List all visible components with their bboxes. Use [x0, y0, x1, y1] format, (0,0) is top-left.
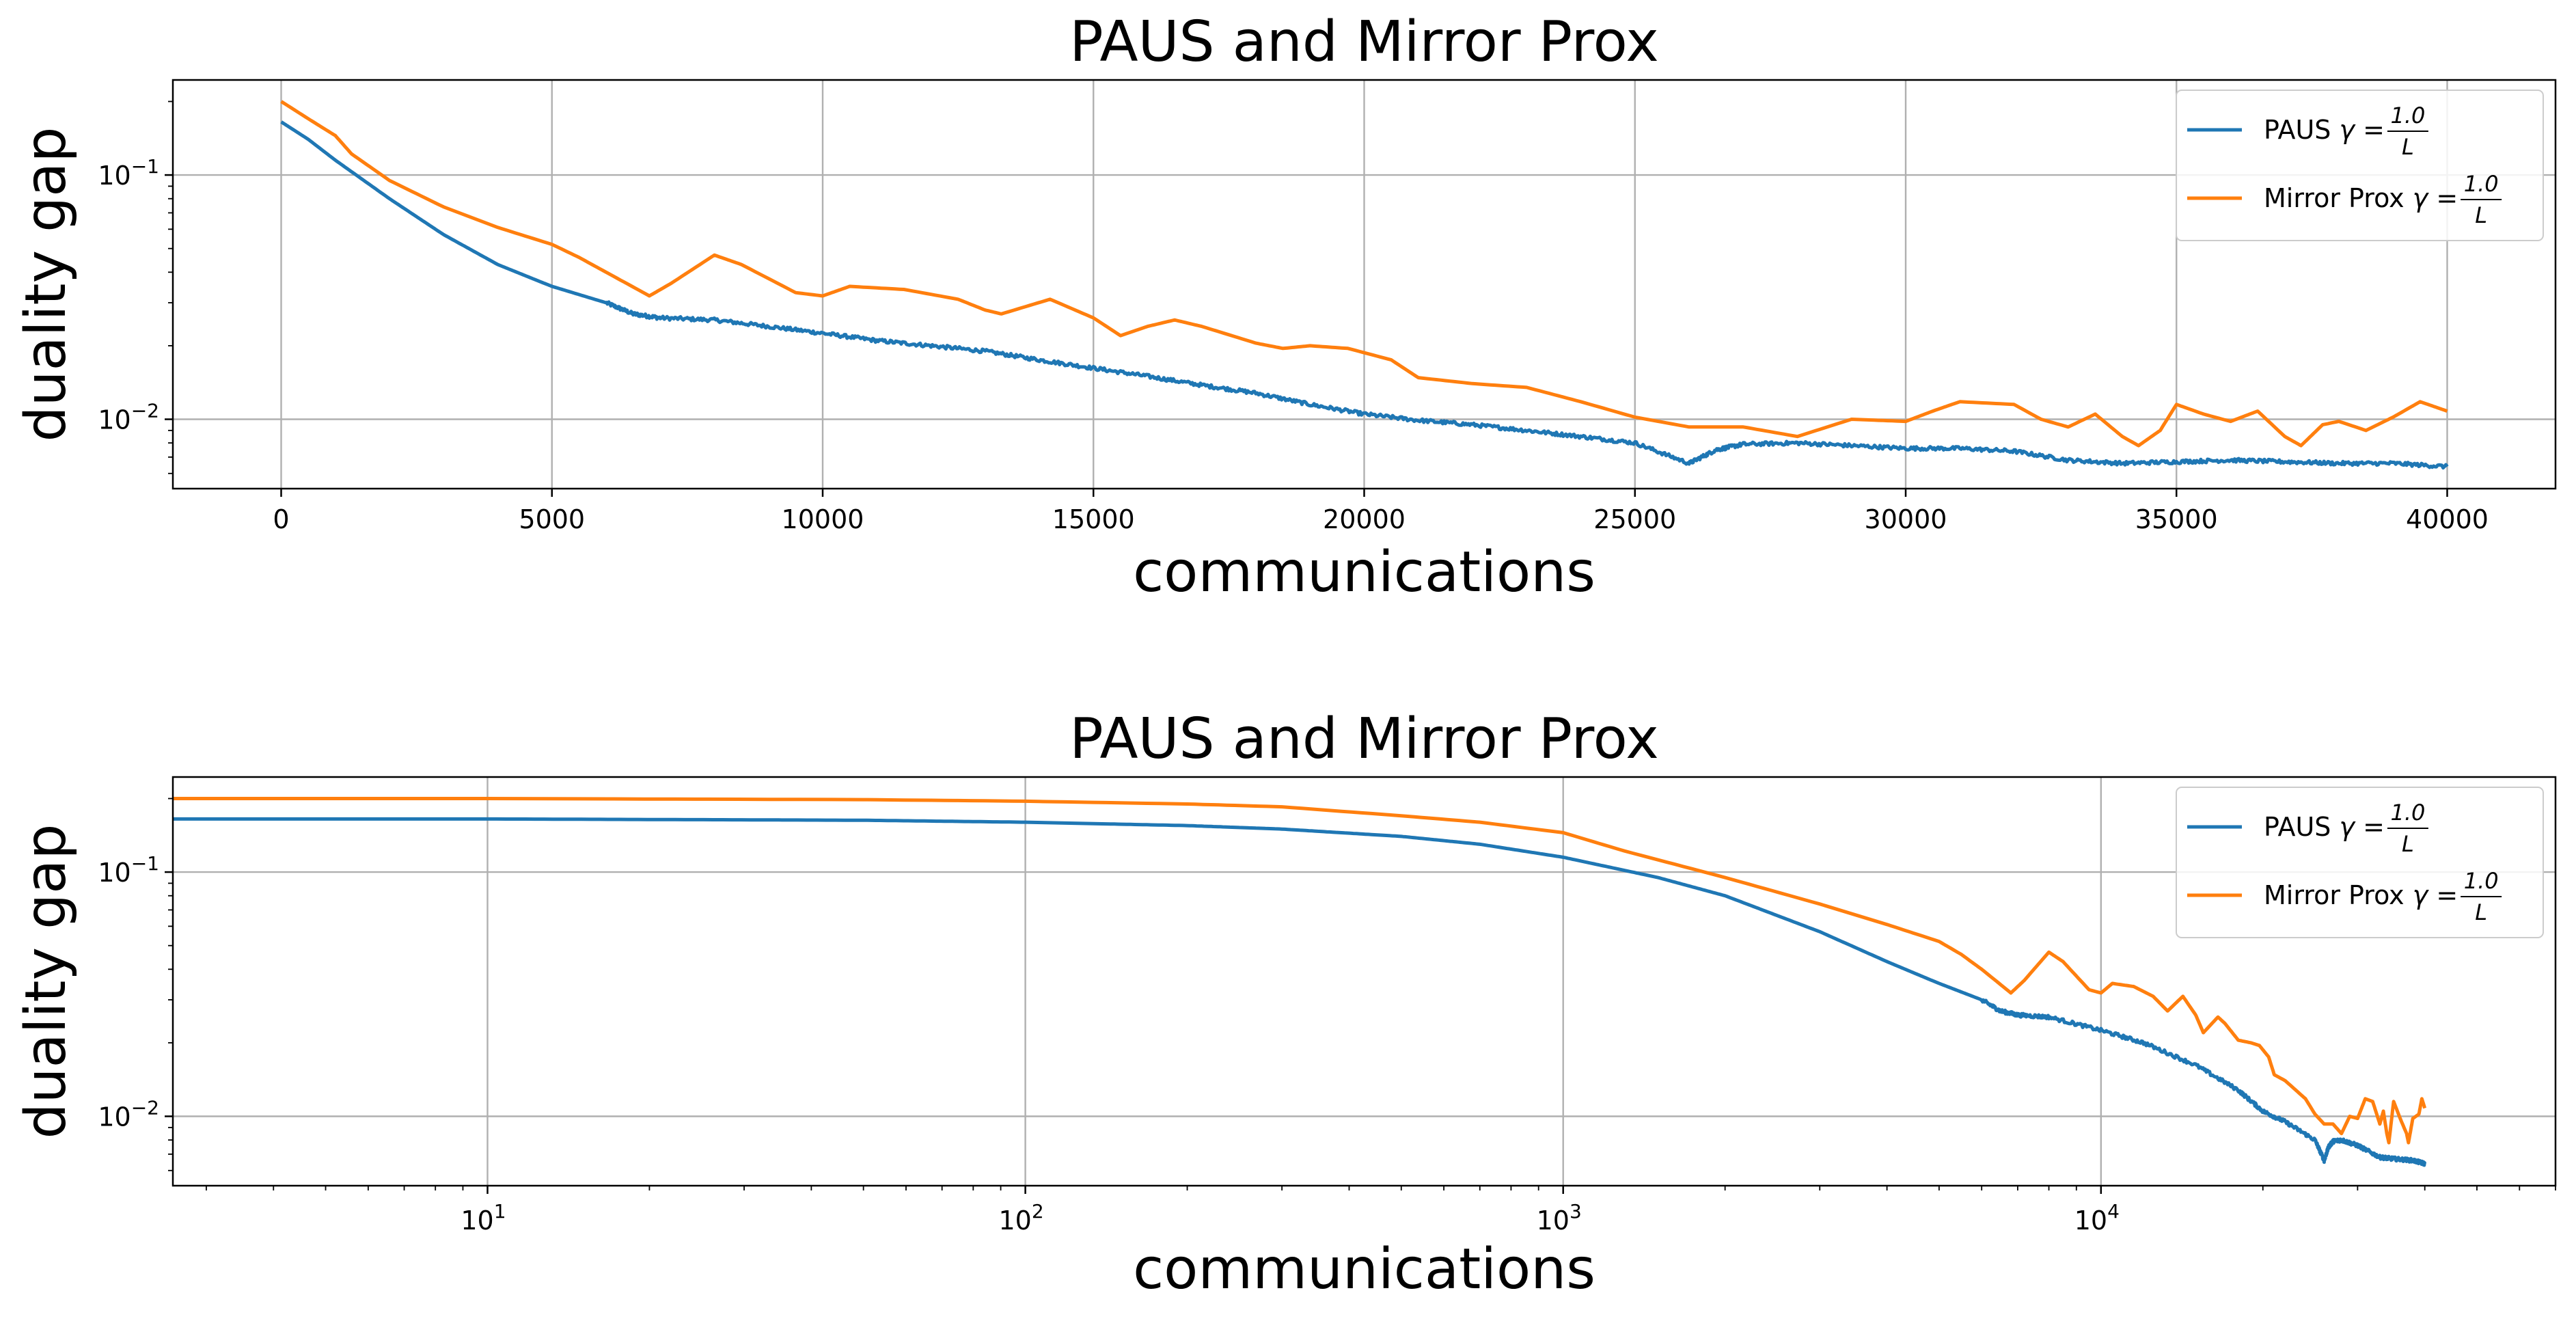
legend-eq: = — [2428, 880, 2458, 910]
legend-frac-num-0: 1.0 — [2390, 103, 2425, 128]
x-tick-label-1: 102 — [998, 1200, 1043, 1236]
x-tick-label-0-exp: 1 — [494, 1200, 506, 1223]
y-tick-label-1: 10−2 — [98, 1096, 159, 1132]
x-ticks: 0 5000 10000 15000 20000 25000 30000 35000 40000 — [273, 489, 2489, 534]
legend-prefix: Mirror Prox — [2264, 183, 2413, 213]
y-tick-label-0: 10−1 — [98, 852, 159, 888]
x-tick-label-4: 20000 — [1323, 504, 1406, 534]
x-ticks: 101 102 103 104 — [206, 1186, 2556, 1236]
grid — [173, 80, 2556, 489]
x-tick-label-0: 101 — [461, 1200, 506, 1236]
legend: PAUS γ = 1.0 L Mirror Prox γ = 1.0 L — [2176, 90, 2544, 241]
legend-frac-den-1: L — [2475, 899, 2487, 925]
series-group — [280, 100, 2449, 470]
x-tick-label-1: 5000 — [519, 504, 585, 534]
x-tick-label-2: 103 — [1537, 1200, 1582, 1236]
y-ticks: 10−110−2 — [98, 100, 173, 474]
x-tick-label-1-base: 10 — [998, 1206, 1031, 1236]
legend-frac-den-1: L — [2475, 202, 2487, 228]
legend-prefix: PAUS — [2264, 812, 2340, 842]
x-tick-label-3: 104 — [2074, 1200, 2120, 1236]
legend-frac-den-0: L — [2402, 134, 2414, 160]
x-tick-label-0-base: 10 — [461, 1206, 493, 1236]
legend-gamma: γ — [2340, 812, 2357, 842]
x-tick-label-7: 35000 — [2135, 504, 2218, 534]
x-tick-label-0: 0 — [273, 504, 289, 534]
legend-box — [2176, 90, 2544, 241]
chart-title: PAUS and Mirror Prox — [1069, 707, 1659, 772]
y-tick-label-1: 10−2 — [98, 399, 159, 435]
series-line-1 — [280, 100, 2448, 448]
legend-label-0: PAUS γ = — [2264, 115, 2385, 145]
x-tick-label-1-exp: 2 — [1032, 1200, 1044, 1223]
y-tick-label-1-exp: −2 — [131, 1096, 159, 1119]
legend-eq: = — [2355, 115, 2385, 145]
chart-title: PAUS and Mirror Prox — [1069, 10, 1659, 74]
series-group — [173, 797, 2427, 1167]
legend-frac-num-1: 1.0 — [2464, 868, 2499, 894]
x-tick-label-3-base: 10 — [2074, 1206, 2107, 1236]
y-tick-label-1-exp: −2 — [131, 399, 159, 422]
x-tick-label-6: 30000 — [1865, 504, 1947, 534]
legend-prefix: Mirror Prox — [2264, 880, 2413, 910]
y-tick-label-0-base: 10 — [98, 858, 131, 888]
legend-frac-num-0: 1.0 — [2390, 800, 2425, 826]
chart-top: 0 5000 10000 15000 20000 25000 30000 35000 40000… — [14, 10, 2557, 605]
y-tick-label-0-exp: −1 — [131, 155, 159, 178]
legend-box — [2176, 787, 2544, 938]
x-tick-label-3: 15000 — [1052, 504, 1135, 534]
legend-gamma: γ — [2340, 115, 2357, 145]
legend: PAUS γ = 1.0 L Mirror Prox γ = 1.0 L — [2176, 787, 2544, 938]
x-tick-label-2-base: 10 — [1537, 1206, 1570, 1236]
legend-gamma: γ — [2413, 880, 2430, 910]
grid — [173, 777, 2556, 1186]
y-tick-label-0-base: 10 — [98, 161, 131, 191]
series-line-0 — [173, 817, 2427, 1167]
axes-frame — [172, 776, 2557, 1187]
legend-frac-num-1: 1.0 — [2464, 171, 2499, 197]
x-tick-label-2: 10000 — [782, 504, 864, 534]
x-axis-label: communications — [1133, 1237, 1595, 1302]
y-tick-label-1-base: 10 — [98, 405, 131, 435]
legend-prefix: PAUS — [2264, 115, 2340, 145]
y-tick-label-1-base: 10 — [98, 1102, 131, 1132]
legend-eq: = — [2428, 183, 2458, 213]
series-line-1 — [173, 797, 2427, 1145]
y-tick-label-0-exp: −1 — [131, 852, 159, 875]
x-tick-label-5: 25000 — [1593, 504, 1676, 534]
legend-label-1: Mirror Prox γ = — [2264, 880, 2458, 910]
legend-label-1: Mirror Prox γ = — [2264, 183, 2458, 213]
x-tick-label-3-exp: 4 — [2107, 1200, 2120, 1223]
y-ticks: 10−110−2 — [98, 798, 173, 1171]
x-tick-label-8: 40000 — [2406, 504, 2489, 534]
y-tick-label-0: 10−1 — [98, 155, 159, 191]
series-line-0 — [280, 120, 2449, 470]
legend-eq: = — [2355, 812, 2385, 842]
legend-frac-den-0: L — [2402, 831, 2414, 857]
y-axis-label: duality gap — [14, 127, 79, 442]
x-axis-label: communications — [1133, 540, 1595, 605]
legend-gamma: γ — [2413, 183, 2430, 213]
y-axis-label: duality gap — [14, 824, 79, 1139]
x-tick-label-2-exp: 3 — [1570, 1200, 1582, 1223]
legend-label-0: PAUS γ = — [2264, 812, 2385, 842]
